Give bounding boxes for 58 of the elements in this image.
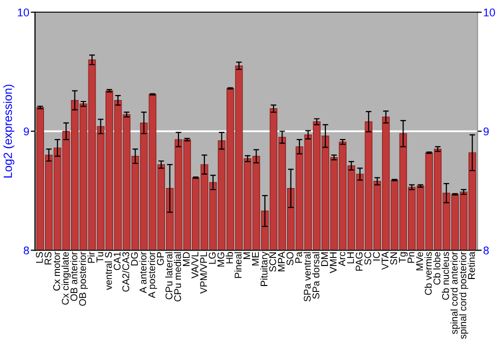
x-tick-label: Pa	[295, 252, 302, 263]
x-tick-label: Pituitary	[260, 252, 270, 286]
x-tick-label: SN	[390, 252, 398, 265]
x-tick-label: A posterior	[148, 252, 158, 298]
x-tick-label: VTA	[382, 252, 388, 270]
x-tick-label: Tg	[399, 252, 408, 263]
y2-tick-label: 10	[484, 8, 495, 16]
x-tick-label: ventral S	[104, 252, 112, 290]
y-tick-label: 10	[18, 8, 30, 16]
x-tick-label: CPu lateral	[165, 252, 172, 300]
y-tick-label: 8	[24, 246, 29, 254]
x-tick-label: MPA	[278, 252, 285, 272]
x-tick-label: CA2/CA3	[122, 252, 130, 292]
x-tick-label: SPa dorsal	[312, 252, 320, 299]
x-tick-label: M	[243, 252, 250, 259]
x-tick-label: spinal cord posterior	[459, 252, 468, 339]
x-tick-label: Tu	[96, 252, 104, 262]
x-tick-label: Pineal	[234, 252, 242, 278]
x-tick-label: Arc	[338, 252, 346, 266]
x-tick-label: Cx cingulate	[62, 252, 71, 305]
x-tick-label: DM	[321, 252, 328, 266]
y-axis-title: Log2 (expression)	[3, 84, 14, 178]
x-tick-label: VMH	[330, 252, 337, 274]
x-tick-label: spinal cord anterior	[450, 252, 460, 334]
x-tick-label: LS	[36, 252, 43, 263]
x-tick-label: PAG	[356, 252, 363, 271]
x-tick-label: SPa ventral	[304, 252, 311, 302]
x-tick-label: LG	[208, 252, 216, 264]
x-tick-label: MG	[217, 252, 224, 266]
x-tick-label: GP	[156, 252, 164, 266]
x-tick-label: RS	[44, 252, 52, 264]
x-tick-label: LH	[347, 252, 354, 264]
x-tick-label: Hb	[226, 252, 233, 264]
x-tick-label: DG	[130, 252, 138, 266]
x-tick-label: CPu medial	[174, 252, 182, 302]
x-tick-label: Cb vermis	[424, 252, 432, 295]
x-tick-label: OB anterior	[70, 252, 78, 301]
x-tick-label: Cx motor	[53, 252, 60, 291]
x-tick-label: CA1	[114, 252, 121, 270]
x-tick-label: VPM/VPL	[200, 252, 208, 294]
x-tick-label: OB posterior	[78, 252, 88, 306]
x-tick-label: ME	[252, 252, 259, 266]
x-tick-label: MD	[182, 252, 190, 266]
x-tick-label: A anterior	[139, 252, 147, 294]
x-tick-label: Retina	[468, 252, 475, 279]
x-tick-label: Cb lobe	[433, 252, 440, 285]
x-tick-label: SC	[364, 252, 372, 265]
x-tick-label: VA/VL	[191, 252, 198, 278]
x-tick-label: Cb nucleus	[442, 252, 449, 300]
x-tick-label: IC	[372, 252, 380, 260]
y-tick-label: 9	[24, 128, 29, 136]
x-tick-label: SO	[286, 252, 294, 266]
x-tick-label: SCN	[269, 252, 276, 272]
y2-tick-label: 9	[484, 128, 489, 136]
x-tick-label: MVe	[416, 252, 424, 270]
x-tick-label: Pn	[408, 252, 414, 263]
y2-tick-label: 8	[484, 246, 489, 254]
x-tick-label: Pir	[88, 252, 95, 263]
